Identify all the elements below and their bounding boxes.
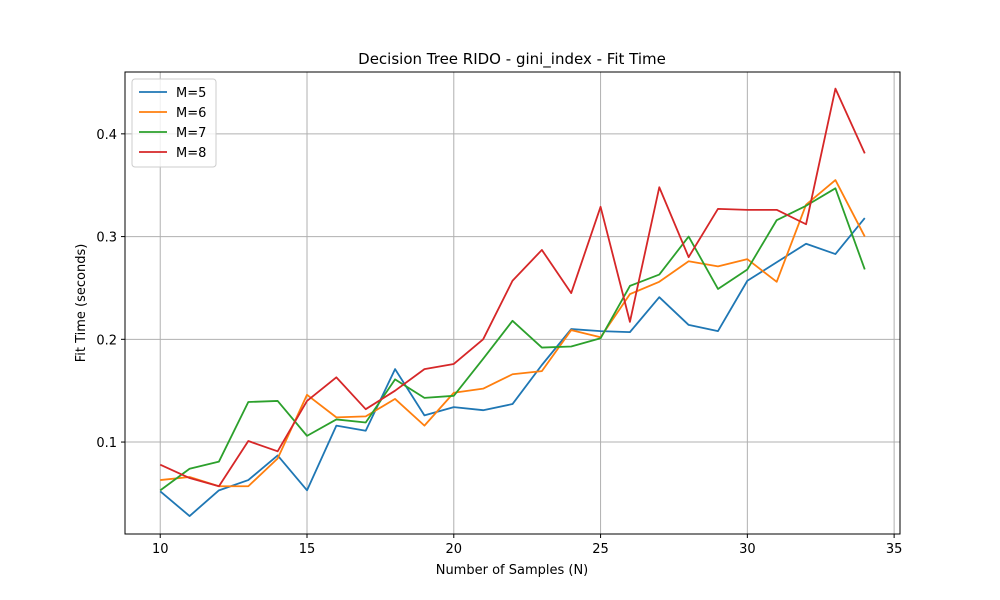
legend-label-m-7: M=7 bbox=[176, 126, 206, 141]
grid bbox=[125, 72, 900, 534]
legend-box bbox=[131, 78, 217, 168]
x-tick-label: 15 bbox=[299, 542, 316, 557]
y-tick-label: 0.2 bbox=[96, 333, 117, 348]
series-line-m-5 bbox=[159, 217, 866, 517]
legend: M=5 M=6 M=7 M=8 bbox=[131, 78, 217, 168]
x-tick-label: 35 bbox=[886, 542, 903, 557]
y-axis-label: Fit Time (seconds) bbox=[74, 244, 89, 363]
ticks: 10 15 20 25 30 35 0.1 0.2 0.3 0.4 bbox=[96, 128, 902, 557]
series-line-m-8 bbox=[159, 87, 866, 488]
legend-label-m-8: M=8 bbox=[176, 146, 206, 161]
y-tick-label: 0.3 bbox=[96, 231, 117, 246]
series-line-m-6 bbox=[160, 179, 866, 488]
y-tick-label: 0.4 bbox=[96, 128, 117, 143]
x-tick-label: 20 bbox=[446, 542, 463, 557]
legend-label-m-5: M=5 bbox=[176, 86, 206, 101]
x-axis-label: Number of Samples (N) bbox=[436, 563, 589, 578]
series-lines bbox=[159, 87, 866, 517]
legend-label-m-6: M=6 bbox=[176, 106, 206, 121]
y-tick-label: 0.1 bbox=[96, 436, 117, 451]
series-line-m-7 bbox=[159, 187, 866, 492]
x-tick-label: 25 bbox=[592, 542, 609, 557]
axes-frame bbox=[124, 71, 901, 535]
x-tick-label: 30 bbox=[739, 542, 756, 557]
x-tick-label: 10 bbox=[152, 542, 169, 557]
chart-title: Decision Tree RIDO - gini_index - Fit Ti… bbox=[358, 50, 666, 69]
